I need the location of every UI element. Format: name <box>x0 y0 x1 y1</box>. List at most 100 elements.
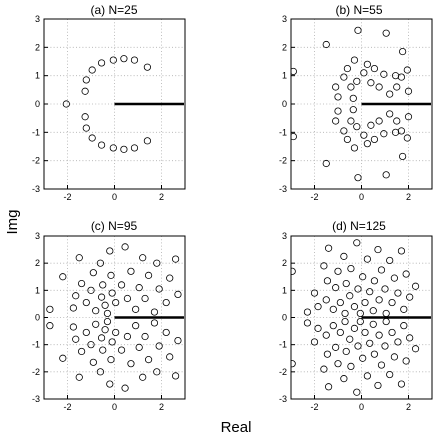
data-point <box>135 343 143 351</box>
data-point <box>356 317 364 326</box>
data-point <box>397 247 406 255</box>
y-tick-label: -1 <box>279 340 287 350</box>
x-tick-label: 2 <box>159 402 164 412</box>
y-tick-label: 1 <box>35 71 40 81</box>
data-point <box>341 317 349 326</box>
data-point <box>353 77 361 85</box>
data-point <box>363 60 371 68</box>
data-point <box>92 307 100 315</box>
data-point <box>382 171 390 179</box>
data-point <box>391 72 400 80</box>
data-point <box>97 334 106 342</box>
data-point <box>120 145 128 153</box>
data-point <box>342 347 350 356</box>
data-point <box>139 373 147 381</box>
data-point <box>101 326 109 334</box>
data-point <box>329 305 337 313</box>
data-point <box>135 284 143 292</box>
x-tick-label: 2 <box>406 192 411 202</box>
data-point <box>375 117 383 125</box>
data-point <box>59 273 67 281</box>
data-point <box>127 360 135 368</box>
data-point <box>334 267 342 275</box>
data-point <box>369 320 377 328</box>
data-point <box>391 128 400 136</box>
data-point <box>406 334 414 342</box>
x-tick-label: 0 <box>359 402 364 412</box>
data-point <box>332 117 340 125</box>
data-point <box>354 174 362 182</box>
data-point <box>143 63 151 71</box>
data-point <box>349 106 357 114</box>
data-point <box>82 76 90 84</box>
data-point <box>397 380 406 388</box>
data-point <box>310 289 319 297</box>
y-tick-label: -1 <box>279 127 287 137</box>
data-point <box>370 350 379 358</box>
x-tick-label: -2 <box>63 192 71 202</box>
data-point <box>291 67 297 76</box>
y-tick-label: -1 <box>32 127 40 137</box>
data-point <box>130 56 139 64</box>
data-point <box>377 266 386 274</box>
data-point <box>99 281 107 289</box>
data-point <box>172 255 180 263</box>
data-point <box>367 79 375 87</box>
data-point <box>382 29 390 37</box>
data-point <box>380 130 388 138</box>
x-tick-label: 2 <box>406 402 411 412</box>
data-point <box>89 358 97 366</box>
data-point <box>174 336 182 345</box>
y-tick-label: 2 <box>282 258 287 268</box>
y-tick-label: 1 <box>35 285 40 295</box>
data-point <box>320 365 328 373</box>
data-point <box>88 66 96 74</box>
data-point <box>82 298 90 307</box>
data-point <box>390 353 398 361</box>
data-point <box>367 121 375 129</box>
data-point <box>72 292 80 300</box>
data-point <box>360 69 368 77</box>
y-axis-label: Img <box>4 209 21 234</box>
data-point <box>343 64 351 73</box>
y-tick-label: 2 <box>282 42 287 52</box>
data-point <box>82 328 90 337</box>
data-point <box>153 259 161 267</box>
data-point <box>99 346 107 354</box>
data-point <box>400 322 408 330</box>
data-point <box>332 343 340 351</box>
data-point <box>97 293 106 301</box>
data-point <box>166 274 174 282</box>
data-point <box>150 308 159 316</box>
data-point <box>75 373 83 381</box>
data-point <box>314 324 322 332</box>
y-tick-label: 0 <box>35 99 40 109</box>
panel-title: (c) N=95 <box>91 219 138 233</box>
data-point <box>361 328 369 337</box>
y-tick-label: -2 <box>32 156 40 166</box>
data-point <box>153 368 161 376</box>
data-point <box>370 135 379 144</box>
data-point <box>132 305 140 313</box>
data-point <box>109 144 117 152</box>
data-point <box>347 117 355 125</box>
data-point <box>343 135 351 144</box>
data-point <box>394 338 402 346</box>
x-tick-label: 2 <box>159 192 164 202</box>
data-point <box>291 360 296 368</box>
data-point <box>334 107 342 115</box>
points-group <box>291 239 420 396</box>
data-point <box>322 40 330 49</box>
data-point <box>390 274 398 282</box>
data-point <box>346 292 354 300</box>
data-point <box>359 354 367 362</box>
data-point <box>155 285 163 293</box>
data-point <box>399 152 407 161</box>
data-point <box>89 269 97 277</box>
data-point <box>166 353 174 361</box>
data-point <box>381 285 389 293</box>
data-point <box>117 346 126 354</box>
data-point <box>127 267 135 275</box>
data-point <box>324 244 333 252</box>
data-point <box>399 47 407 56</box>
